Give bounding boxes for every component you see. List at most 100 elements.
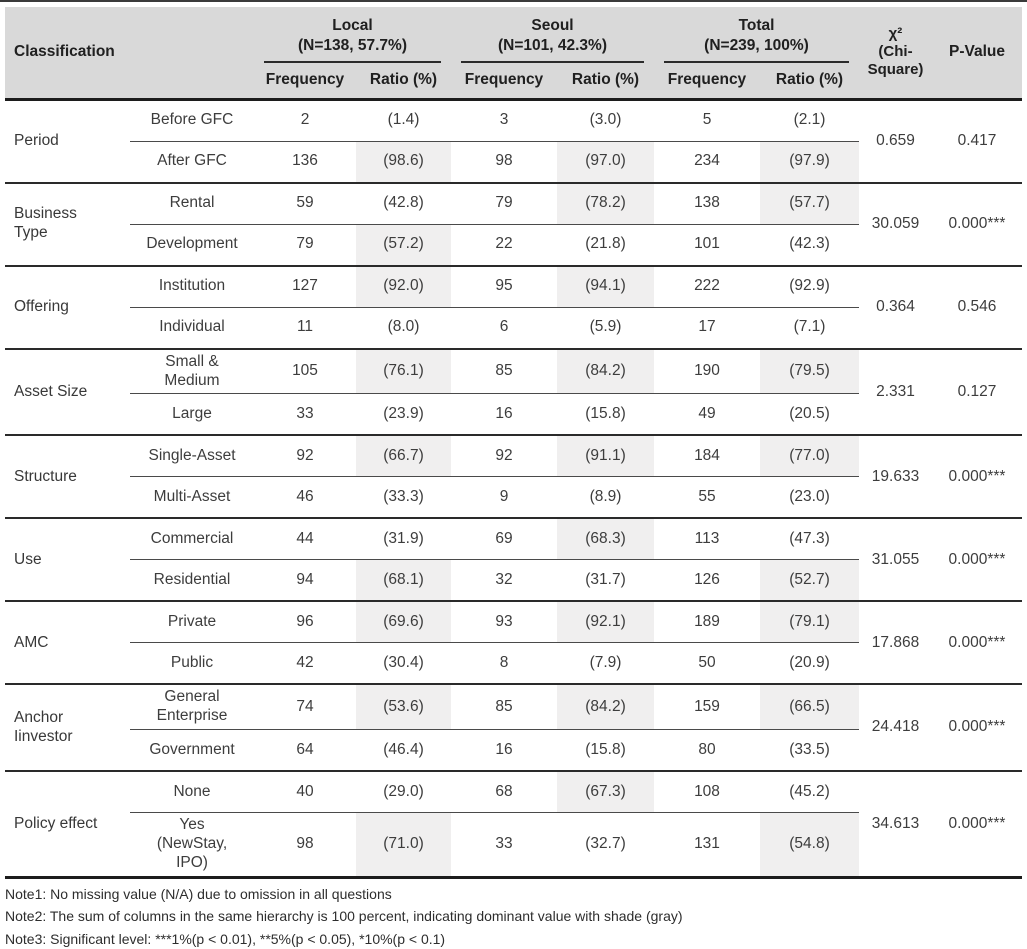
- category-cell: Anchor Iinvestor: [5, 683, 130, 772]
- frequency-cell: 40: [254, 770, 356, 813]
- table-row: Government 64 (46.4) 16 (15.8) 80 (33.5): [5, 729, 1022, 772]
- frequency-cell: 6: [451, 306, 557, 349]
- chi-square-label-1: (Chi-: [878, 43, 913, 61]
- col-header-classification: Classification: [5, 7, 254, 100]
- category-cell: AMC: [5, 600, 130, 685]
- ratio-cell: (20.5): [760, 393, 859, 436]
- frequency-cell: 69: [451, 517, 557, 560]
- frequency-cell: 79: [451, 181, 557, 225]
- subcategory-cell: Before GFC: [130, 97, 254, 142]
- frequency-cell: 98: [451, 140, 557, 183]
- p-value-cell: 0.000***: [932, 517, 1022, 602]
- frequency-cell: 68: [451, 770, 557, 813]
- ratio-cell: (8.0): [356, 306, 451, 349]
- subcategory-cell: Residential: [130, 559, 254, 602]
- ratio-cell: (33.3): [356, 476, 451, 519]
- ratio-cell: (54.8): [760, 812, 859, 878]
- table-row: Multi-Asset 46 (33.3) 9 (8.9) 55 (23.0): [5, 476, 1022, 519]
- ratio-cell: (3.0): [557, 97, 654, 142]
- col-group-seoul: Seoul (N=101, 42.3%): [451, 7, 654, 63]
- table-row: Business Type Rental 59 (42.8) 79 (78.2) 138 (5…: [5, 181, 1022, 266]
- col-header-total-ratio: Ratio (%): [760, 62, 859, 100]
- note-line-2: Note2: The sum of columns in the same hi…: [5, 908, 683, 925]
- ratio-cell: (67.3): [557, 770, 654, 813]
- chi-square-label-2: Square): [867, 61, 924, 79]
- table-row: After GFC 136 (98.6) 98 (97.0) 234 (97.9): [5, 140, 1022, 183]
- ratio-cell: (7.9): [557, 642, 654, 685]
- frequency-cell: 96: [254, 600, 356, 643]
- frequency-cell: 9: [451, 476, 557, 519]
- note-line-1: Note1: No missing value (N/A) due to omi…: [5, 886, 392, 902]
- frequency-cell: 42: [254, 642, 356, 685]
- frequency-cell: 85: [451, 347, 557, 394]
- subcategory-cell: Private: [130, 600, 254, 643]
- frequency-cell: 49: [654, 393, 760, 436]
- frequency-cell: 92: [451, 434, 557, 477]
- ratio-cell: (66.5): [760, 683, 859, 730]
- frequency-cell: 184: [654, 434, 760, 477]
- ratio-cell: (42.8): [356, 181, 451, 225]
- frequency-cell: 136: [254, 140, 356, 183]
- category-cell: Policy effect: [5, 770, 130, 878]
- frequency-cell: 55: [654, 476, 760, 519]
- table-row: Residential 94 (68.1) 32 (31.7) 126 (52.7): [5, 559, 1022, 602]
- subcategory-cell: Government: [130, 729, 254, 772]
- ratio-cell: (66.7): [356, 434, 451, 477]
- frequency-cell: 126: [654, 559, 760, 602]
- frequency-cell: 16: [451, 393, 557, 436]
- ratio-cell: (92.1): [557, 600, 654, 643]
- table-row: AMC Private 96 (69.6) 93 (92.1) 189 (79.1) 17.86…: [5, 600, 1022, 685]
- subcategory-cell: Yes (NewStay, IPO): [130, 812, 254, 878]
- ratio-cell: (98.6): [356, 140, 451, 183]
- frequency-cell: 94: [254, 559, 356, 602]
- frequency-cell: 138: [654, 181, 760, 225]
- frequency-cell: 105: [254, 347, 356, 394]
- ratio-cell: (23.0): [760, 476, 859, 519]
- frequency-cell: 159: [654, 683, 760, 730]
- subcategory-cell: Development: [130, 223, 254, 266]
- group-subtitle-total: (N=239, 100%): [704, 36, 809, 54]
- category-cell: Structure: [5, 434, 130, 519]
- chi-square-cell: 17.868: [859, 600, 932, 685]
- frequency-cell: 131: [654, 812, 760, 878]
- ratio-cell: (77.0): [760, 434, 859, 477]
- frequency-cell: 127: [254, 264, 356, 308]
- frequency-cell: 79: [254, 223, 356, 266]
- frequency-cell: 74: [254, 683, 356, 730]
- table-row: Large 33 (23.9) 16 (15.8) 49 (20.5): [5, 393, 1022, 436]
- ratio-cell: (42.3): [760, 223, 859, 266]
- frequency-cell: 108: [654, 770, 760, 813]
- subcategory-cell: Multi-Asset: [130, 476, 254, 519]
- chi-square-cell: 34.613: [859, 770, 932, 878]
- col-header-total-frequency: Frequency: [654, 62, 760, 100]
- frequency-cell: 80: [654, 729, 760, 772]
- frequency-cell: 59: [254, 181, 356, 225]
- frequency-cell: 16: [451, 729, 557, 772]
- frequency-cell: 50: [654, 642, 760, 685]
- subcategory-cell: Large: [130, 393, 254, 436]
- ratio-cell: (76.1): [356, 347, 451, 394]
- ratio-cell: (46.4): [356, 729, 451, 772]
- group-subtitle-local: (N=138, 57.7%): [298, 36, 407, 54]
- ratio-cell: (5.9): [557, 306, 654, 349]
- ratio-cell: (30.4): [356, 642, 451, 685]
- frequency-cell: 3: [451, 97, 557, 142]
- ratio-cell: (94.1): [557, 264, 654, 308]
- ratio-cell: (57.2): [356, 223, 451, 266]
- frequency-cell: 17: [654, 306, 760, 349]
- frequency-cell: 8: [451, 642, 557, 685]
- ratio-cell: (92.9): [760, 264, 859, 308]
- table-row: Use Commercial 44 (31.9) 69 (68.3) 113 (47.3) 31…: [5, 517, 1022, 602]
- ratio-cell: (71.0): [356, 812, 451, 878]
- ratio-cell: (21.8): [557, 223, 654, 266]
- top-rule: [0, 0, 1027, 2]
- ratio-cell: (15.8): [557, 393, 654, 436]
- ratio-cell: (97.0): [557, 140, 654, 183]
- frequency-cell: 101: [654, 223, 760, 266]
- ratio-cell: (32.7): [557, 812, 654, 878]
- ratio-cell: (23.9): [356, 393, 451, 436]
- frequency-cell: 64: [254, 729, 356, 772]
- frequency-cell: 44: [254, 517, 356, 560]
- p-value-cell: 0.000***: [932, 600, 1022, 685]
- ratio-cell: (53.6): [356, 683, 451, 730]
